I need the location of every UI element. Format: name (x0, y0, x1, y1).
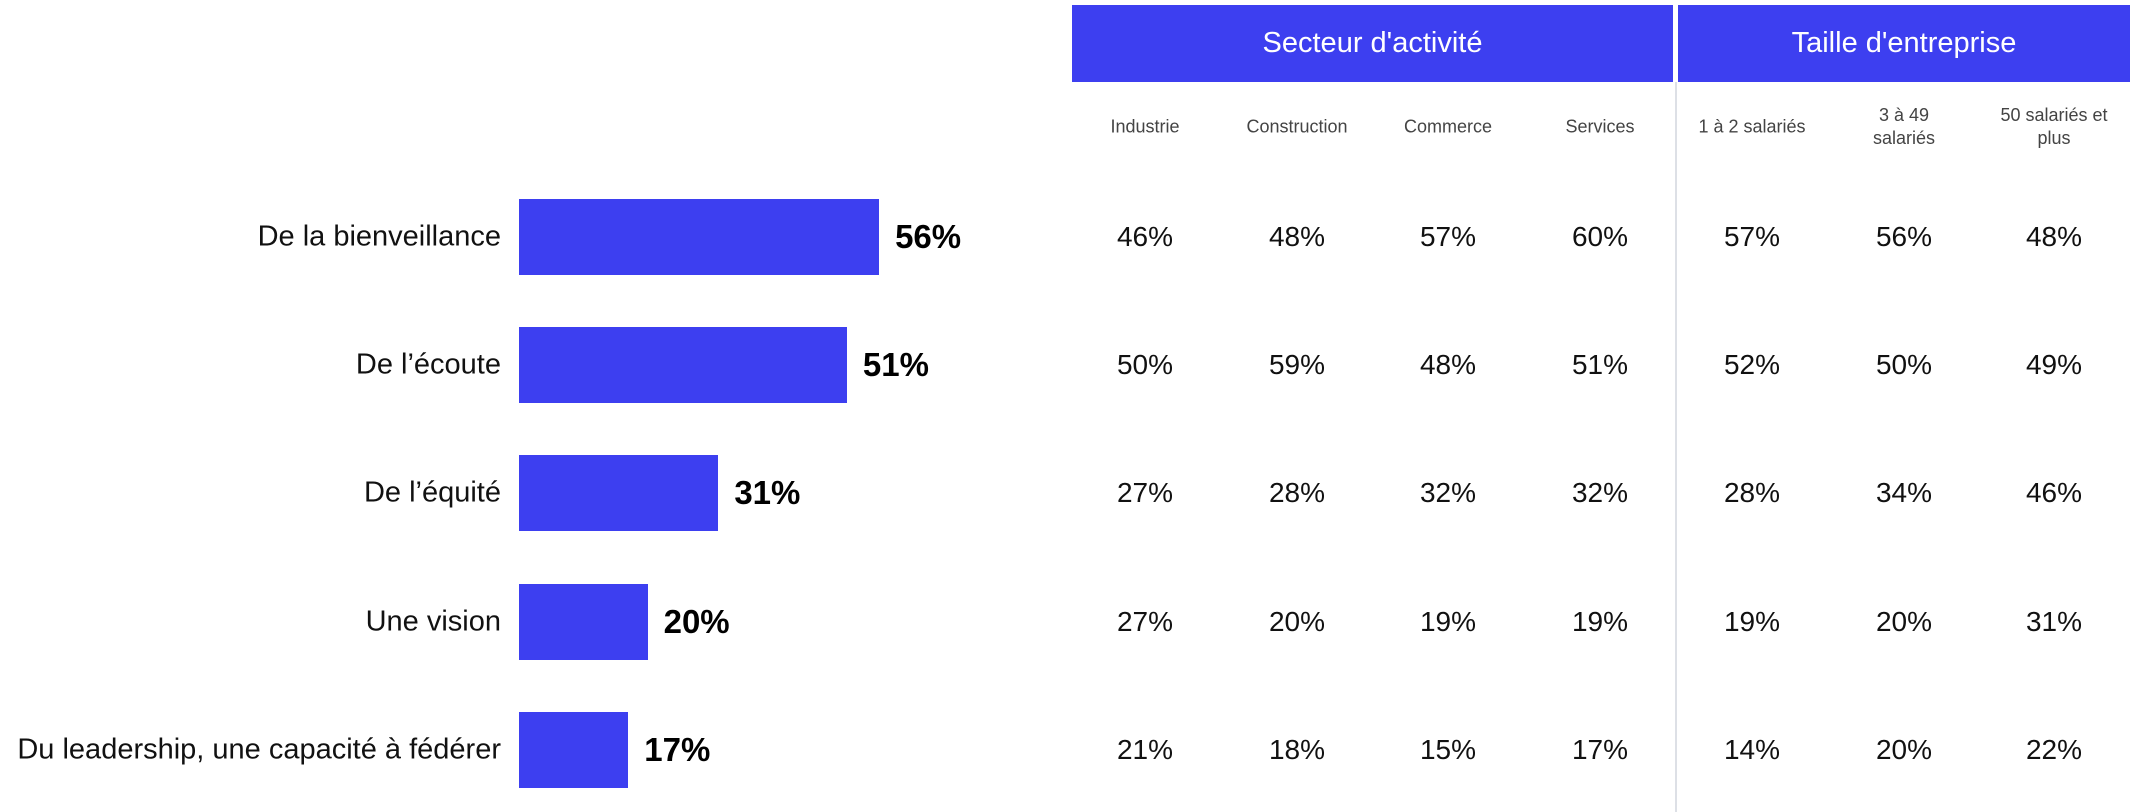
category-label: De la bienveillance (257, 220, 501, 253)
column-header: 50 salariés et plus (2000, 105, 2108, 148)
table-cell: 56% (1875, 221, 1933, 252)
group-header: Taille d'entreprise (1678, 5, 2130, 82)
table-cell: 57% (1419, 221, 1477, 252)
category-label: Du leadership, une capacité à fédérer (17, 733, 501, 766)
table-cell: 50% (1116, 349, 1174, 380)
table-cell: 28% (1268, 477, 1326, 508)
table-cell: 19% (1419, 606, 1477, 637)
bar (519, 455, 719, 531)
table-cell: 20% (1268, 606, 1326, 637)
column-header: 3 à 49 salariés (1872, 105, 1936, 148)
table-cell: 22% (2025, 734, 2083, 765)
category-label: Une vision (365, 605, 501, 638)
table-cell: 27% (1116, 606, 1174, 637)
table-cell: 32% (1571, 477, 1629, 508)
table-cell: 46% (1116, 221, 1174, 252)
table-cell: 28% (1723, 477, 1781, 508)
table-cell: 59% (1268, 349, 1326, 380)
table-cell: 20% (1875, 606, 1933, 637)
table-cell: 17% (1571, 734, 1629, 765)
table-cell: 15% (1419, 734, 1477, 765)
column-header: Services (1565, 116, 1635, 137)
value-label: 56% (895, 218, 962, 255)
table-cell: 49% (2025, 349, 2083, 380)
category-label: De l’équité (363, 476, 501, 509)
bar (519, 712, 629, 788)
table-cell: 57% (1723, 221, 1781, 252)
value-label: 51% (862, 346, 929, 383)
column-header: 1 à 2 salariés (1698, 116, 1806, 137)
value-label: 17% (644, 731, 711, 768)
table-cell: 31% (2025, 606, 2083, 637)
column-header: Commerce (1403, 116, 1492, 137)
separator (1675, 82, 1677, 812)
table-cell: 14% (1723, 734, 1781, 765)
table-cell: 32% (1419, 477, 1477, 508)
table-cell: 20% (1875, 734, 1933, 765)
table-cell: 27% (1116, 477, 1174, 508)
table-cell: 48% (1268, 221, 1326, 252)
table-cell: 18% (1268, 734, 1326, 765)
column-header: Industrie (1110, 116, 1180, 137)
value-label: 31% (734, 474, 801, 511)
category-label: De l’écoute (355, 348, 501, 381)
bar (519, 327, 847, 403)
table-cell: 60% (1571, 221, 1629, 252)
table-cell: 51% (1571, 349, 1629, 380)
table-cell: 21% (1116, 734, 1174, 765)
table-cell: 48% (2025, 221, 2083, 252)
value-label: 20% (663, 603, 730, 640)
bar (519, 199, 880, 275)
bar (519, 584, 648, 660)
table-cell: 52% (1723, 349, 1781, 380)
table-cell: 34% (1875, 477, 1933, 508)
table-cell: 19% (1723, 606, 1781, 637)
column-header: Construction (1246, 116, 1348, 137)
table-cell: 46% (2025, 477, 2083, 508)
table-cell: 50% (1875, 349, 1933, 380)
table-cell: 48% (1419, 349, 1477, 380)
table-cell: 19% (1571, 606, 1629, 637)
group-header: Secteur d'activité (1072, 5, 1673, 82)
